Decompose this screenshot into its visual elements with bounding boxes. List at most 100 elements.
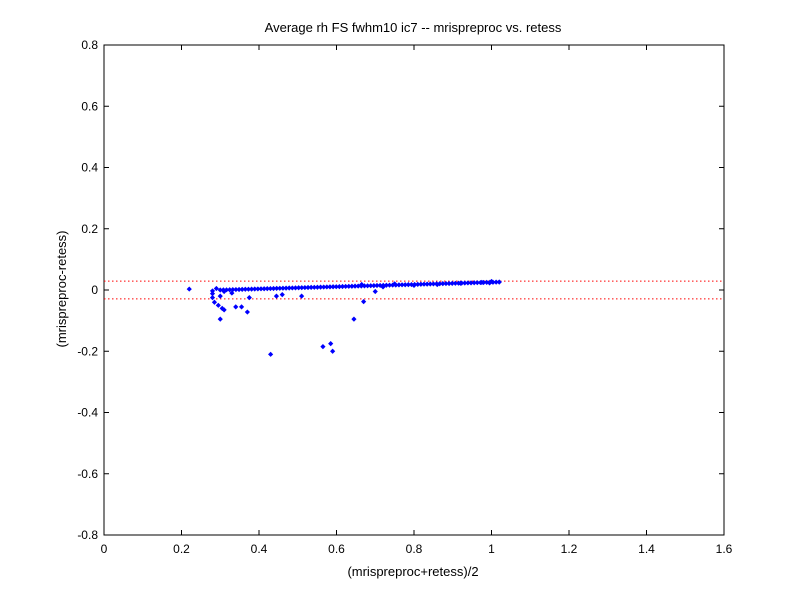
y-tick-label: 0 (91, 283, 98, 297)
data-point (286, 285, 292, 291)
data-point (261, 286, 267, 292)
data-point (488, 278, 495, 285)
plot-frame (103, 44, 725, 536)
data-point (330, 284, 336, 290)
data-point (496, 279, 502, 285)
data-point (333, 284, 339, 290)
x-axis-label: (mrispreproc+retess)/2 (347, 564, 478, 579)
data-point (328, 340, 334, 347)
data-point (408, 281, 415, 288)
data-point (396, 282, 402, 288)
y-axis-label: (mrispreproc-retess) (54, 230, 69, 347)
data-point (465, 280, 471, 286)
x-tick-label: 0.6 (328, 542, 345, 556)
data-point (227, 287, 233, 293)
data-point (209, 295, 216, 301)
x-tick-label: 1.4 (638, 542, 655, 556)
data-point (368, 283, 374, 289)
data-point (392, 281, 398, 287)
data-point (217, 316, 223, 322)
data-point (339, 283, 346, 290)
data-point (446, 280, 452, 287)
data-point (320, 344, 326, 350)
data-point (239, 286, 245, 292)
data-point (223, 287, 230, 293)
y-tick-label: -0.8 (77, 528, 98, 542)
data-point (244, 309, 250, 315)
data-point (418, 281, 424, 287)
data-point (274, 285, 280, 291)
data-point (324, 284, 330, 290)
data-point (289, 285, 295, 291)
data-point (229, 290, 235, 296)
data-point (421, 281, 427, 287)
data-point (279, 291, 285, 298)
data-point (351, 316, 357, 322)
data-point (361, 299, 367, 305)
data-point (386, 282, 393, 288)
data-point (457, 280, 464, 286)
data-point (415, 281, 421, 287)
data-point (349, 283, 355, 289)
data-point (252, 286, 258, 292)
data-point (233, 286, 239, 293)
data-point (215, 302, 221, 308)
data-point (359, 281, 365, 288)
data-point (380, 284, 386, 290)
data-point (462, 280, 468, 286)
data-point (277, 285, 283, 291)
chart-title: Average rh FS fwhm10 ic7 -- mrispreproc … (265, 20, 562, 35)
data-point (474, 280, 480, 286)
data-point (449, 280, 455, 286)
x-tick-label: 1.2 (561, 542, 578, 556)
data-point (270, 285, 277, 292)
data-point (352, 283, 358, 289)
data-point (305, 284, 311, 291)
data-point (236, 286, 242, 293)
data-point (361, 283, 368, 289)
data-point (402, 282, 408, 288)
data-point (327, 284, 333, 290)
data-point (343, 283, 349, 290)
data-point (411, 282, 417, 289)
y-tick-label: -0.4 (77, 406, 98, 420)
y-tick-label: 0.8 (81, 38, 98, 52)
data-point (443, 280, 449, 287)
data-point (283, 285, 289, 291)
data-point (468, 280, 474, 286)
y-tick-label: 0.2 (81, 222, 98, 236)
data-point (264, 286, 270, 292)
axes-layer (103, 44, 725, 536)
y-tick-label: 0.6 (81, 99, 98, 113)
data-point (248, 286, 255, 292)
x-tick-label: 0.2 (173, 542, 190, 556)
data-point (405, 282, 411, 288)
data-point (292, 285, 299, 291)
data-point (399, 282, 405, 288)
y-tick-label: -0.2 (77, 344, 98, 358)
data-point (213, 285, 219, 292)
data-point (372, 288, 378, 295)
data-point (314, 284, 321, 290)
data-point (434, 281, 440, 288)
data-point (296, 285, 302, 291)
data-point (233, 304, 239, 310)
data-point (242, 286, 248, 292)
x-tick-label: 0 (101, 542, 108, 556)
x-tick-label: 1 (488, 542, 495, 556)
data-point (346, 283, 352, 289)
data-point (280, 285, 286, 291)
data-point (330, 348, 336, 354)
data-point (471, 280, 477, 286)
data-point (299, 293, 305, 299)
data-point (217, 293, 223, 299)
data-point (217, 287, 223, 293)
data-point (245, 286, 252, 292)
ticks-layer: 0 0.2 0.4 0.6 0.8 1 1.2 1.4 1.6 -0.8 -0.6 -0.4 -0.2 0… (77, 38, 732, 556)
data-point (424, 281, 430, 287)
reference-lines (104, 280, 724, 300)
data-point (440, 281, 446, 287)
data-point (267, 285, 274, 292)
x-tick-label: 0.8 (406, 542, 423, 556)
